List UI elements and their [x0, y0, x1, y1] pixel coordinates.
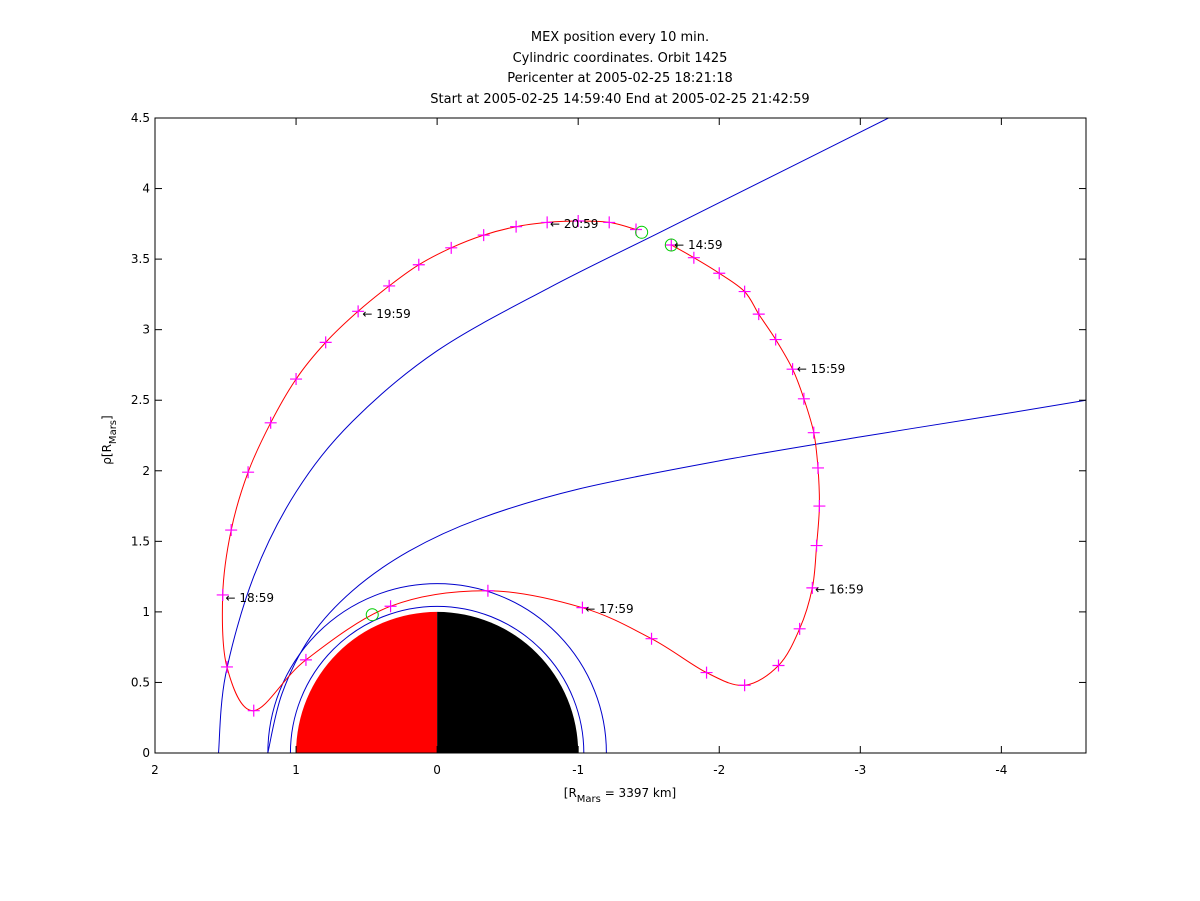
- position-marker: [772, 659, 785, 672]
- x-tick-label: -3: [854, 763, 866, 777]
- position-marker: [797, 392, 810, 405]
- position-marker: [383, 279, 396, 292]
- y-tick-label: 2.5: [131, 393, 150, 407]
- y-tick-label: 0: [142, 746, 150, 760]
- position-marker: [352, 305, 365, 318]
- title-line-4: Start at 2005-02-25 14:59:40 End at 2005…: [430, 92, 809, 107]
- position-marker: [793, 622, 806, 635]
- y-tick-label: 1.5: [131, 534, 150, 548]
- x-tick-label: -4: [995, 763, 1007, 777]
- title-line-1: MEX position every 10 min.: [531, 30, 709, 45]
- time-label-4: ← 17:59: [585, 602, 633, 616]
- position-marker: [510, 220, 523, 233]
- y-tick-label: 3: [142, 323, 150, 337]
- time-label-3: ← 16:59: [815, 582, 863, 596]
- position-marker: [541, 216, 554, 229]
- position-marker: [576, 601, 589, 614]
- chart-title: MEX position every 10 min. Cylindric coo…: [430, 30, 809, 107]
- position-marker: [786, 363, 799, 376]
- time-label-5: ← 18:59: [226, 591, 274, 605]
- position-marker: [769, 333, 782, 346]
- title-line-2: Cylindric coordinates. Orbit 1425: [513, 51, 728, 66]
- induced-boundary-curve: [267, 399, 1086, 753]
- y-axis-label-sub: Mars: [108, 420, 119, 444]
- y-tick-label: 1: [142, 605, 150, 619]
- time-label-2: ← 15:59: [797, 362, 845, 376]
- position-marker: [225, 524, 238, 537]
- y-tick-label: 0.5: [131, 675, 150, 689]
- position-marker: [319, 336, 332, 349]
- position-marker: [700, 666, 713, 679]
- x-tick-label: -2: [713, 763, 725, 777]
- position-marker: [290, 373, 303, 386]
- position-marker: [738, 679, 751, 692]
- axis-ticks: 2 1 0 -1 -2 -3 -4 0 0.5 1 1.5 2 2.5 3 3.5 4 4.5: [131, 111, 1086, 777]
- time-label-6: ← 19:59: [362, 307, 410, 321]
- position-marker: [806, 581, 819, 594]
- x-tick-label: -1: [572, 763, 584, 777]
- position-marker: [299, 653, 312, 666]
- position-marker: [445, 241, 458, 254]
- position-marker: [752, 308, 765, 321]
- position-marker: [264, 416, 277, 429]
- position-marker: [687, 251, 700, 264]
- title-line-3: Pericenter at 2005-02-25 18:21:18: [507, 71, 733, 86]
- x-axis-label-main: [R: [564, 786, 577, 800]
- y-tick-label: 2: [142, 464, 150, 478]
- x-tick-label: 2: [151, 763, 159, 777]
- y-tick-label: 3.5: [131, 252, 150, 266]
- x-tick-label: 1: [292, 763, 300, 777]
- position-marker: [216, 588, 229, 601]
- position-marker: [645, 632, 658, 645]
- boundary-crossing-marker: [664, 238, 678, 252]
- position-marker: [477, 229, 490, 242]
- mars-dayside: [296, 611, 438, 753]
- y-axis-label: ρ[RMars]: [100, 415, 119, 464]
- position-marker: [665, 239, 678, 251]
- time-label-7: ← 20:59: [550, 217, 598, 231]
- position-marker: [713, 267, 726, 280]
- inner-boundary-circle-1: [289, 605, 585, 753]
- position-marker: [807, 426, 820, 439]
- y-tick-label: 4: [142, 182, 150, 196]
- inner-boundary-circle-2: [267, 583, 607, 753]
- time-label-1: ← 14:59: [674, 238, 722, 252]
- x-axis-label-sub: Mars: [577, 794, 601, 805]
- position-marker: [384, 600, 397, 613]
- boundary-crossing-marker: [635, 225, 649, 239]
- plot-content: ← 14:59 ← 15:59 ← 16:59 ← 17:59 ← 18:59 ← 19:…: [216, 118, 1086, 753]
- plot-frame: [154, 117, 1087, 754]
- position-marker: [603, 216, 616, 229]
- x-axis-label-rest: = 3397 km]: [601, 786, 676, 800]
- mars-nightside: [437, 611, 579, 753]
- position-marker: [810, 539, 823, 552]
- bow-shock-curve: [218, 118, 889, 753]
- orbit-trajectory: [221, 220, 820, 712]
- x-axis-label: [RMars = 3397 km]: [564, 786, 676, 805]
- y-tick-label: 4.5: [131, 111, 150, 125]
- position-marker: [811, 461, 824, 474]
- position-marker: [738, 285, 751, 298]
- x-tick-label: 0: [433, 763, 441, 777]
- y-axis-label-main: ρ[R: [100, 444, 114, 465]
- position-marker: [813, 500, 826, 513]
- position-marker: [242, 466, 255, 479]
- position-marker: [220, 660, 233, 673]
- boundary-crossing-marker: [365, 608, 379, 622]
- position-marker: [481, 584, 494, 597]
- position-marker: [412, 258, 425, 271]
- y-axis-label-rest: ]: [100, 415, 114, 420]
- position-marker: [247, 704, 260, 717]
- position-marker: [572, 215, 585, 228]
